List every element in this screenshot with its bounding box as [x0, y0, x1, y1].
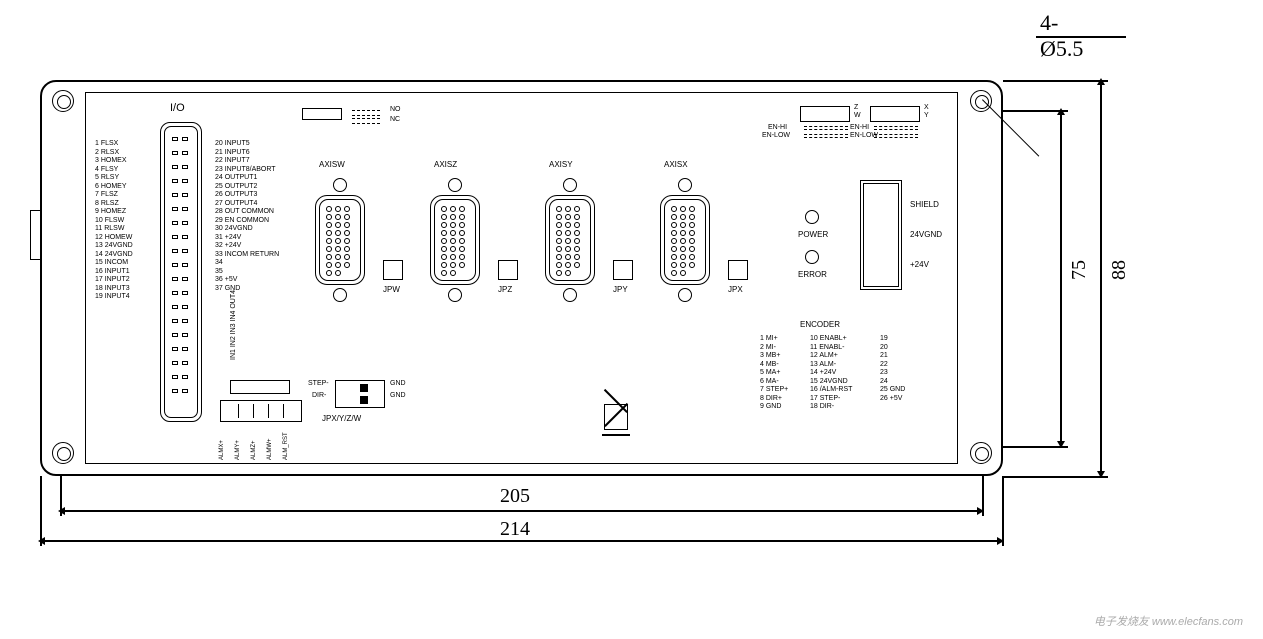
jumper-JPZ — [498, 260, 518, 280]
in-labels: IN1 IN2 IN3 IN4 OUT4 — [230, 290, 239, 360]
dim-205: 205 — [500, 485, 530, 508]
dir-label: DIR- — [312, 392, 326, 401]
enhi-dash-1 — [804, 126, 848, 130]
encoder-col3: 19202122232425 GND26 +5V — [880, 335, 905, 403]
enlow-2: EN-LOW — [850, 132, 878, 141]
weee-icon — [600, 400, 632, 438]
axis-label-AXISY: AXISY — [549, 160, 573, 170]
switch-dash-2 — [352, 118, 380, 124]
power-label: POWER — [798, 230, 828, 240]
enhi-dash-2 — [874, 126, 918, 130]
shield-label: SHIELD — [910, 200, 939, 210]
io-connector: document.write(Array.from({length:38},(_… — [160, 122, 202, 422]
alm-block — [220, 400, 302, 422]
dim-75-line — [1060, 110, 1062, 446]
jpxyzw-label: JPX/Y/Z/W — [322, 414, 361, 424]
jp-label-JPZ: JPZ — [498, 285, 512, 295]
jumper-JPW — [383, 260, 403, 280]
dim-88-line — [1100, 80, 1102, 476]
mount-hole-tl — [52, 90, 74, 112]
watermark: 电子发烧友 www.elecfans.com — [1094, 613, 1243, 629]
jumper-JPX — [728, 260, 748, 280]
error-led — [805, 250, 819, 264]
jumper-JPY — [613, 260, 633, 280]
enlow-dash-1 — [804, 134, 848, 138]
jp-label-JPY: JPY — [613, 285, 628, 295]
connector-AXISY — [545, 180, 595, 300]
step-dir-block — [335, 380, 385, 408]
connector-AXISX — [660, 180, 710, 300]
io-labels-right: 20 INPUT521 INPUT622 INPUT723 INPUT8/ABO… — [215, 140, 279, 293]
dip-xy — [870, 106, 920, 122]
switch-block — [302, 108, 342, 120]
io-title: I/O — [170, 102, 185, 114]
switch-dash-1 — [352, 110, 380, 116]
y-label: Y — [924, 112, 929, 121]
dim-214: 214 — [500, 518, 530, 541]
connector-AXISW — [315, 180, 365, 300]
error-label: ERROR — [798, 270, 827, 280]
mount-hole-tr — [970, 90, 992, 112]
axis-label-AXISX: AXISX — [664, 160, 688, 170]
nc-label: NC — [390, 116, 400, 125]
in-header — [230, 380, 290, 394]
w-label: W — [854, 112, 861, 121]
axis-label-AXISW: AXISW — [319, 160, 345, 170]
encoder-col1: 1 MI+2 MI-3 MB+4 MB-5 MA+6 MA-7 STEP+8 D… — [760, 335, 788, 412]
jp-label-JPW: JPW — [383, 285, 400, 295]
v24-label: +24V — [910, 260, 929, 270]
encoder-col2: 10 ENABL+11 ENABL-12 ALM+13 ALM-14 +24V1… — [810, 335, 852, 412]
gnd-dir: GND — [390, 392, 406, 401]
dim-88: 88 — [1108, 260, 1131, 280]
enlow-1: EN-LOW — [762, 132, 790, 141]
power-led — [805, 210, 819, 224]
connector-AXISZ — [430, 180, 480, 300]
dim-205-line — [60, 510, 982, 512]
gnd24-label: 24VGND — [910, 230, 942, 240]
enlow-dash-2 — [874, 134, 918, 138]
mount-hole-bl — [52, 442, 74, 464]
step-label: STEP- — [308, 380, 329, 389]
power-connector — [860, 180, 902, 290]
dim-75: 75 — [1068, 260, 1091, 280]
jp-label-JPX: JPX — [728, 285, 743, 295]
no-label: NO — [390, 106, 401, 115]
dip-zw — [800, 106, 850, 122]
axis-label-AXISZ: AXISZ — [434, 160, 457, 170]
gnd-step: GND — [390, 380, 406, 389]
encoder-title: ENCODER — [800, 320, 840, 330]
hole-underline — [1036, 36, 1126, 38]
io-labels-left: 1 FLSX2 RLSX3 HOMEX4 FLSY5 RLSY6 HOMEY7 … — [95, 140, 133, 302]
mount-hole-br — [970, 442, 992, 464]
edge-tab — [30, 210, 40, 260]
